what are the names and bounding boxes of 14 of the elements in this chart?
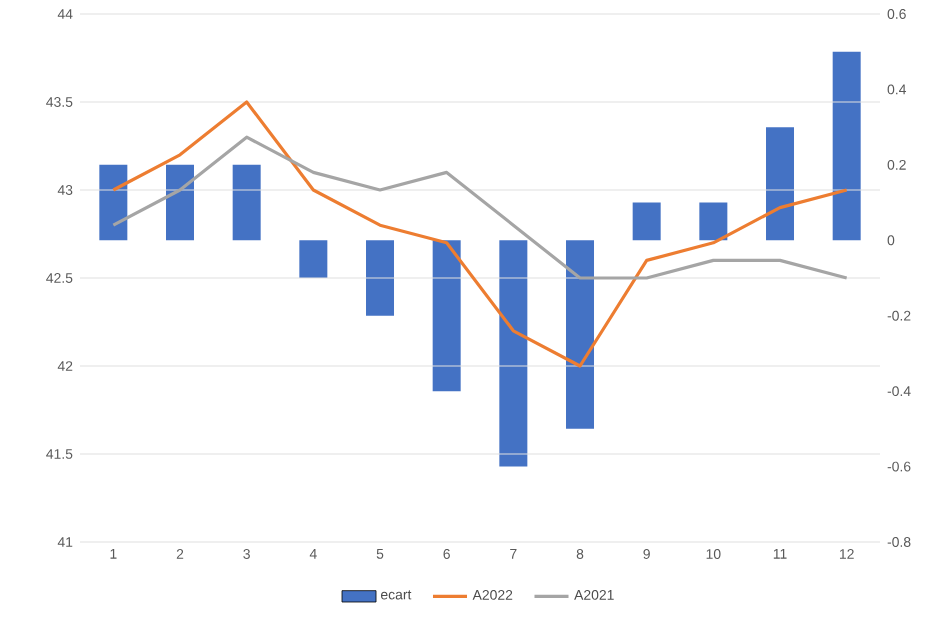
bar <box>766 127 795 241</box>
bar <box>99 164 128 241</box>
bar <box>632 202 661 241</box>
bar <box>432 240 461 392</box>
line-series <box>111 100 849 368</box>
bar <box>699 202 728 241</box>
bar <box>366 240 395 316</box>
bar <box>299 240 328 278</box>
bar <box>566 240 595 429</box>
bar <box>832 51 861 241</box>
bar <box>166 164 194 241</box>
bar <box>499 240 528 467</box>
line-series <box>111 135 849 280</box>
bar <box>232 164 261 241</box>
